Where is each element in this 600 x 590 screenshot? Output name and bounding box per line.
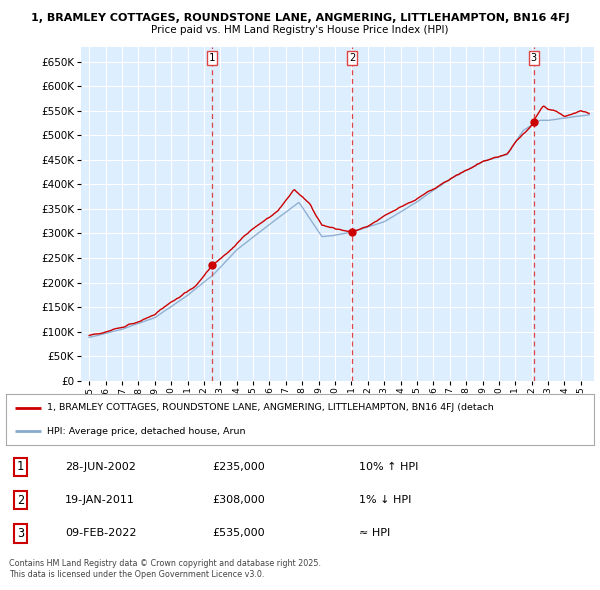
Text: 28-JUN-2002: 28-JUN-2002: [65, 462, 136, 472]
Text: £235,000: £235,000: [212, 462, 265, 472]
Text: 09-FEB-2022: 09-FEB-2022: [65, 528, 136, 538]
Text: 3: 3: [17, 526, 24, 540]
Text: 19-JAN-2011: 19-JAN-2011: [65, 495, 134, 505]
Text: £308,000: £308,000: [212, 495, 265, 505]
Text: 3: 3: [530, 53, 536, 63]
Text: 2: 2: [17, 493, 24, 507]
Text: 1: 1: [17, 460, 24, 474]
Text: 1, BRAMLEY COTTAGES, ROUNDSTONE LANE, ANGMERING, LITTLEHAMPTON, BN16 4FJ: 1, BRAMLEY COTTAGES, ROUNDSTONE LANE, AN…: [31, 13, 569, 23]
Text: 1: 1: [209, 53, 215, 63]
Text: 1% ↓ HPI: 1% ↓ HPI: [359, 495, 411, 505]
Text: Contains HM Land Registry data © Crown copyright and database right 2025.: Contains HM Land Registry data © Crown c…: [9, 559, 321, 568]
Text: £535,000: £535,000: [212, 528, 265, 538]
Text: 1, BRAMLEY COTTAGES, ROUNDSTONE LANE, ANGMERING, LITTLEHAMPTON, BN16 4FJ (detach: 1, BRAMLEY COTTAGES, ROUNDSTONE LANE, AN…: [47, 403, 494, 412]
Text: HPI: Average price, detached house, Arun: HPI: Average price, detached house, Arun: [47, 427, 245, 436]
Text: 2: 2: [349, 53, 355, 63]
Text: 10% ↑ HPI: 10% ↑ HPI: [359, 462, 418, 472]
Text: This data is licensed under the Open Government Licence v3.0.: This data is licensed under the Open Gov…: [9, 570, 265, 579]
Text: ≈ HPI: ≈ HPI: [359, 528, 390, 538]
Text: Price paid vs. HM Land Registry's House Price Index (HPI): Price paid vs. HM Land Registry's House …: [151, 25, 449, 35]
